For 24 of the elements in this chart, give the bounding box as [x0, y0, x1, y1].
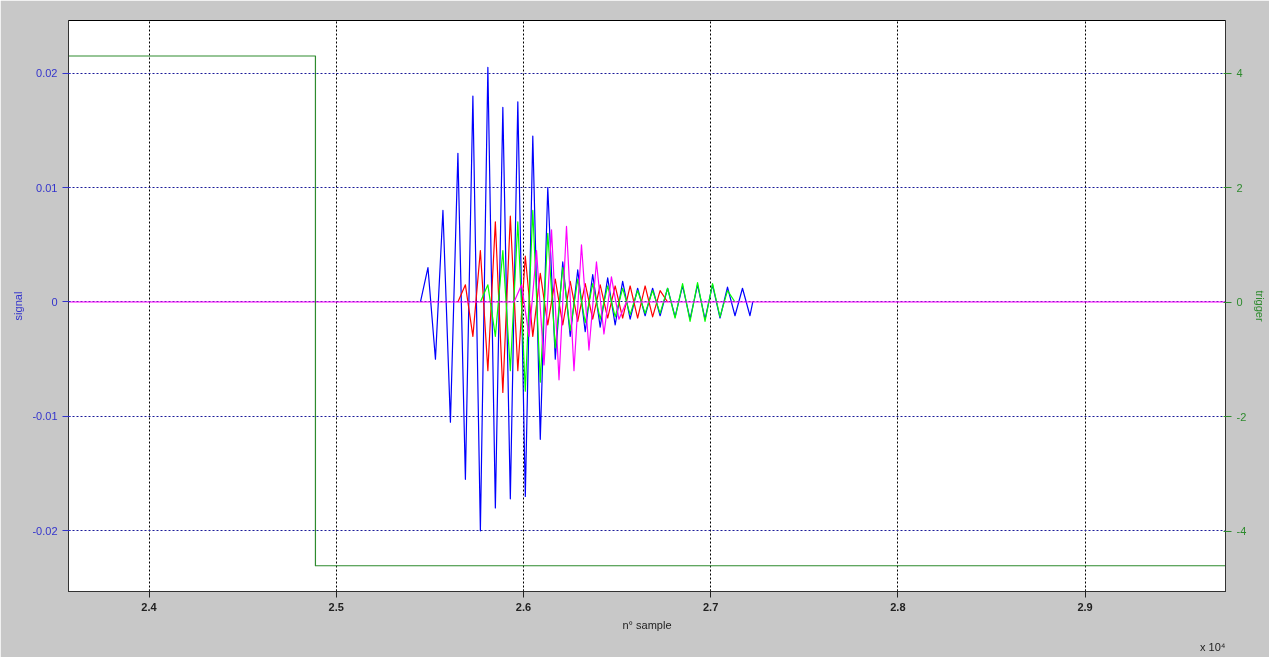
y-tick-label: 0.01 [36, 181, 58, 194]
line-series [457, 215, 669, 393]
line-series [419, 66, 754, 532]
y-tick-label: -0.02 [32, 524, 58, 537]
x-tick-label: 2.5 [328, 600, 344, 613]
y2-tick-label: 0 [1236, 296, 1243, 309]
y2-axis-title: trigger [1254, 290, 1267, 322]
x-tick-label: 2.9 [1077, 600, 1093, 613]
x-tick-label: 2.6 [515, 600, 532, 613]
y-tick-label: -0.01 [32, 410, 58, 423]
y2-tick-label: 4 [1236, 67, 1243, 80]
text: x 10⁴ [1199, 640, 1226, 653]
x-axis-title: n° sample [622, 618, 672, 631]
y-tick-label: 0.02 [36, 67, 58, 80]
y2-tick-label: 2 [1236, 181, 1243, 194]
y-tick-label: 0 [51, 295, 58, 308]
x-tick-label: 2.4 [141, 600, 158, 613]
y2-tick-label: -2 [1236, 410, 1247, 423]
x-tick-label: 2.7 [703, 600, 719, 613]
line-series [68, 225, 1226, 381]
x-tick-label: 2.8 [890, 600, 906, 613]
y-axis-title: signal [12, 291, 25, 321]
line-series [479, 209, 736, 392]
y2-tick-label: -4 [1236, 525, 1247, 538]
